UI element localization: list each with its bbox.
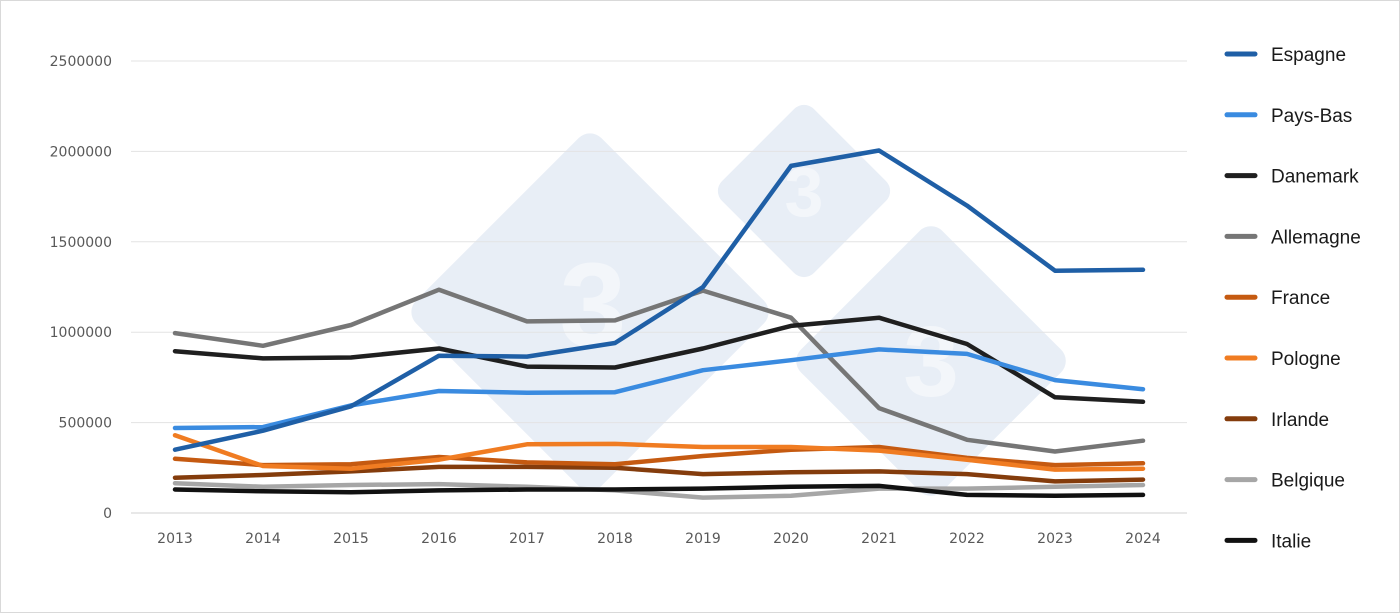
x-tick-label: 2024 <box>1125 531 1161 547</box>
legend-item-italie: Italie <box>1224 531 1311 552</box>
legend-item-espagne: Espagne <box>1224 45 1346 66</box>
x-tick-label: 2018 <box>597 531 633 547</box>
legend-item-danemark: Danemark <box>1224 167 1359 188</box>
x-tick-label: 2022 <box>949 531 985 547</box>
svg-text:3: 3 <box>903 306 959 418</box>
series-lines <box>172 148 1146 500</box>
gridlines <box>131 60 1187 514</box>
legend-label: Danemark <box>1271 167 1359 188</box>
series-line-italie <box>172 483 1146 499</box>
x-tick-label: 2013 <box>157 531 193 547</box>
legend-label: Pays-Bas <box>1271 106 1352 127</box>
legend-label: Pologne <box>1271 349 1341 370</box>
x-tick-label: 2019 <box>685 531 721 547</box>
legend-label: France <box>1271 288 1330 309</box>
legend-label: Espagne <box>1271 45 1346 66</box>
series-line-irlande <box>172 464 1146 484</box>
legend-label: Belgique <box>1271 471 1345 492</box>
y-tick-label: 1000000 <box>50 325 112 341</box>
x-tick-label: 2017 <box>509 531 545 547</box>
watermark-logo: 3 3 3 <box>411 104 1066 496</box>
x-tick-label: 2021 <box>861 531 897 547</box>
legend-item-belgique: Belgique <box>1224 471 1345 492</box>
series-line-allemagne <box>172 287 1146 454</box>
legend-label: Allemagne <box>1271 227 1361 248</box>
legend-item-france: France <box>1224 288 1330 309</box>
y-tick-label: 2000000 <box>50 144 112 160</box>
legend-item-irlande: Irlande <box>1224 410 1329 431</box>
y-tick-label: 2500000 <box>50 54 112 70</box>
y-tick-label: 500000 <box>59 416 112 432</box>
y-axis: 0 500000 1000000 1500000 2000000 2500000 <box>50 54 112 522</box>
series-line-pologne <box>172 433 1146 472</box>
x-tick-label: 2014 <box>245 531 281 547</box>
legend-label: Italie <box>1271 531 1311 552</box>
legend-item-allemagne: Allemagne <box>1224 227 1361 248</box>
legend-item-pays-bas: Pays-Bas <box>1224 106 1352 127</box>
x-axis: 2013 2014 2015 2016 2017 2018 2019 2020 2021 2022… <box>157 531 1161 547</box>
series-line-belgique <box>172 480 1146 500</box>
y-tick-label: 0 <box>103 506 112 522</box>
x-tick-label: 2015 <box>333 531 369 547</box>
x-tick-label: 2023 <box>1037 531 1073 547</box>
x-tick-label: 2016 <box>421 531 457 547</box>
x-tick-label: 2020 <box>773 531 809 547</box>
legend: Espagne Pays-Bas Danemark Allemagne France Po… <box>1224 45 1361 552</box>
legend-item-pologne: Pologne <box>1224 349 1341 370</box>
y-tick-label: 1500000 <box>50 235 112 251</box>
series-line-espagne <box>172 148 1146 452</box>
series-line-danemark <box>172 315 1146 405</box>
legend-label: Irlande <box>1271 410 1329 431</box>
